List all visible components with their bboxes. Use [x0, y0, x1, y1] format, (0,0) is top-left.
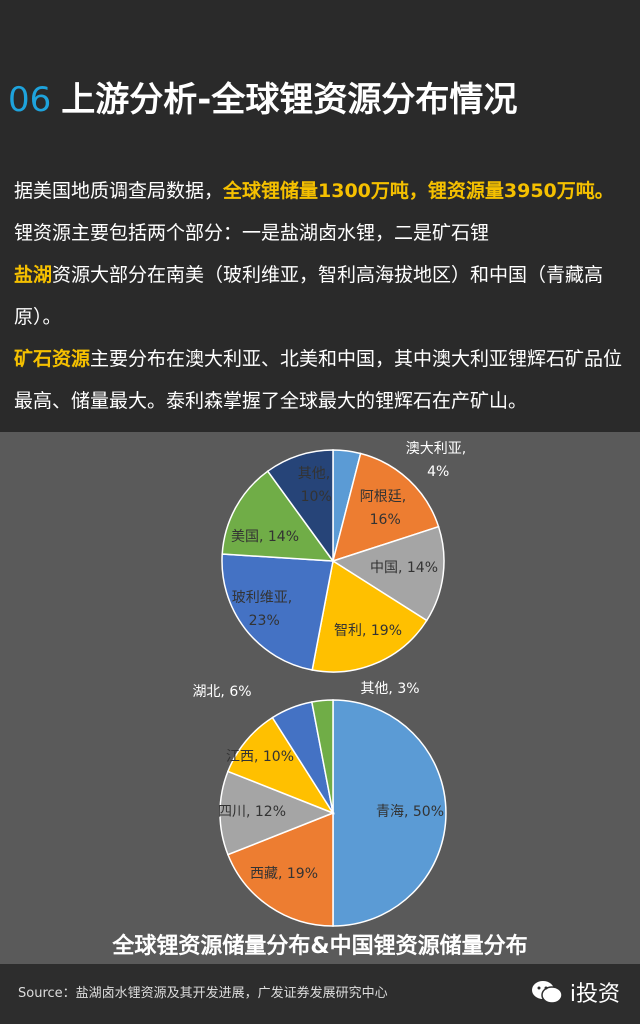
paragraphs: 据美国地质调查局数据，全球锂储量1300万吨，锂资源量3950万吨。锂资源主要包…: [14, 170, 630, 422]
footer: Source：盐湖卤水锂资源及其开发进展，广发证券发展研究中心 i投资: [0, 964, 640, 1024]
text: 主要分布在澳大利亚、北美和中国，其中澳大利亚锂辉石矿品位最高、储量最大。泰利森掌…: [14, 348, 623, 412]
data-label: 中国, 14%: [370, 560, 438, 576]
highlight-text: 全球锂储量1300万吨，锂资源量3950万吨。: [223, 180, 614, 202]
data-label: 青海, 50%: [376, 804, 444, 820]
text: 据美国地质调查局数据，: [14, 180, 224, 202]
paragraph: 据美国地质调查局数据，全球锂储量1300万吨，锂资源量3950万吨。: [14, 170, 630, 212]
section-title: 上游分析-全球锂资源分布情况: [61, 80, 518, 120]
data-label: 西藏, 19%: [250, 866, 318, 882]
data-label: 四川, 12%: [218, 804, 286, 820]
pie-slice: [310, 699, 334, 814]
logo-text: i投资: [569, 982, 620, 1007]
pie-slice: [221, 470, 335, 562]
data-label: 江西, 10%: [226, 749, 294, 765]
logo: i投资: [530, 976, 620, 1008]
highlight-text: 矿石资源: [14, 348, 91, 370]
pie-slice: [331, 452, 440, 563]
section-number: 06: [8, 80, 52, 120]
wechat-icon: [531, 981, 563, 1004]
text: 锂资源主要包括两个部分：一是盐湖卤水锂，二是矿石锂: [14, 222, 490, 244]
paragraph: 盐湖资源大部分在南美（玻利维亚，智利高海拔地区）和中国（青藏高原）。: [14, 254, 630, 338]
charts: 澳大利亚, 4%阿根廷, 16% 中国, 14% 智利, 19% 玻利维亚, 23% 美…: [192, 441, 466, 927]
header-background: [0, 0, 640, 432]
caption: 全球锂资源储量分布&中国锂资源储量分布: [112, 934, 528, 959]
data-label: 澳大利亚, 4%: [406, 441, 466, 480]
data-label: 其他, 3%: [360, 681, 419, 697]
paragraph: 矿石资源主要分布在澳大利亚、北美和中国，其中澳大利亚锂辉石矿品位最高、储量最大。…: [14, 338, 630, 422]
pie-slice: [226, 811, 334, 927]
pie-slice: [221, 553, 334, 671]
pie-slice: [332, 699, 447, 927]
title: 06 上游分析-全球锂资源分布情况: [8, 72, 517, 121]
data-label: 其他, 10%: [296, 466, 332, 505]
data-label: 阿根廷, 16%: [360, 489, 406, 528]
highlight-text: 盐湖: [14, 264, 53, 286]
paragraph: 锂资源主要包括两个部分：一是盐湖卤水锂，二是矿石锂: [14, 212, 630, 254]
data-label: 智利, 19%: [334, 623, 402, 639]
pie-slice: [266, 449, 334, 564]
data-label: 湖北, 6%: [192, 684, 251, 700]
pie-slice: [219, 770, 336, 856]
text: 资源大部分在南美（玻利维亚，智利高海拔地区）和中国（青藏高原）。: [14, 264, 604, 328]
pie-slice: [311, 559, 428, 673]
data-label: 美国, 14%: [231, 529, 299, 545]
source: Source：盐湖卤水锂资源及其开发进展，广发证券发展研究中心: [18, 986, 388, 1001]
pie-slice: [331, 525, 445, 622]
pie-slice: [226, 716, 335, 815]
data-label: 玻利维亚, 23%: [232, 590, 292, 629]
